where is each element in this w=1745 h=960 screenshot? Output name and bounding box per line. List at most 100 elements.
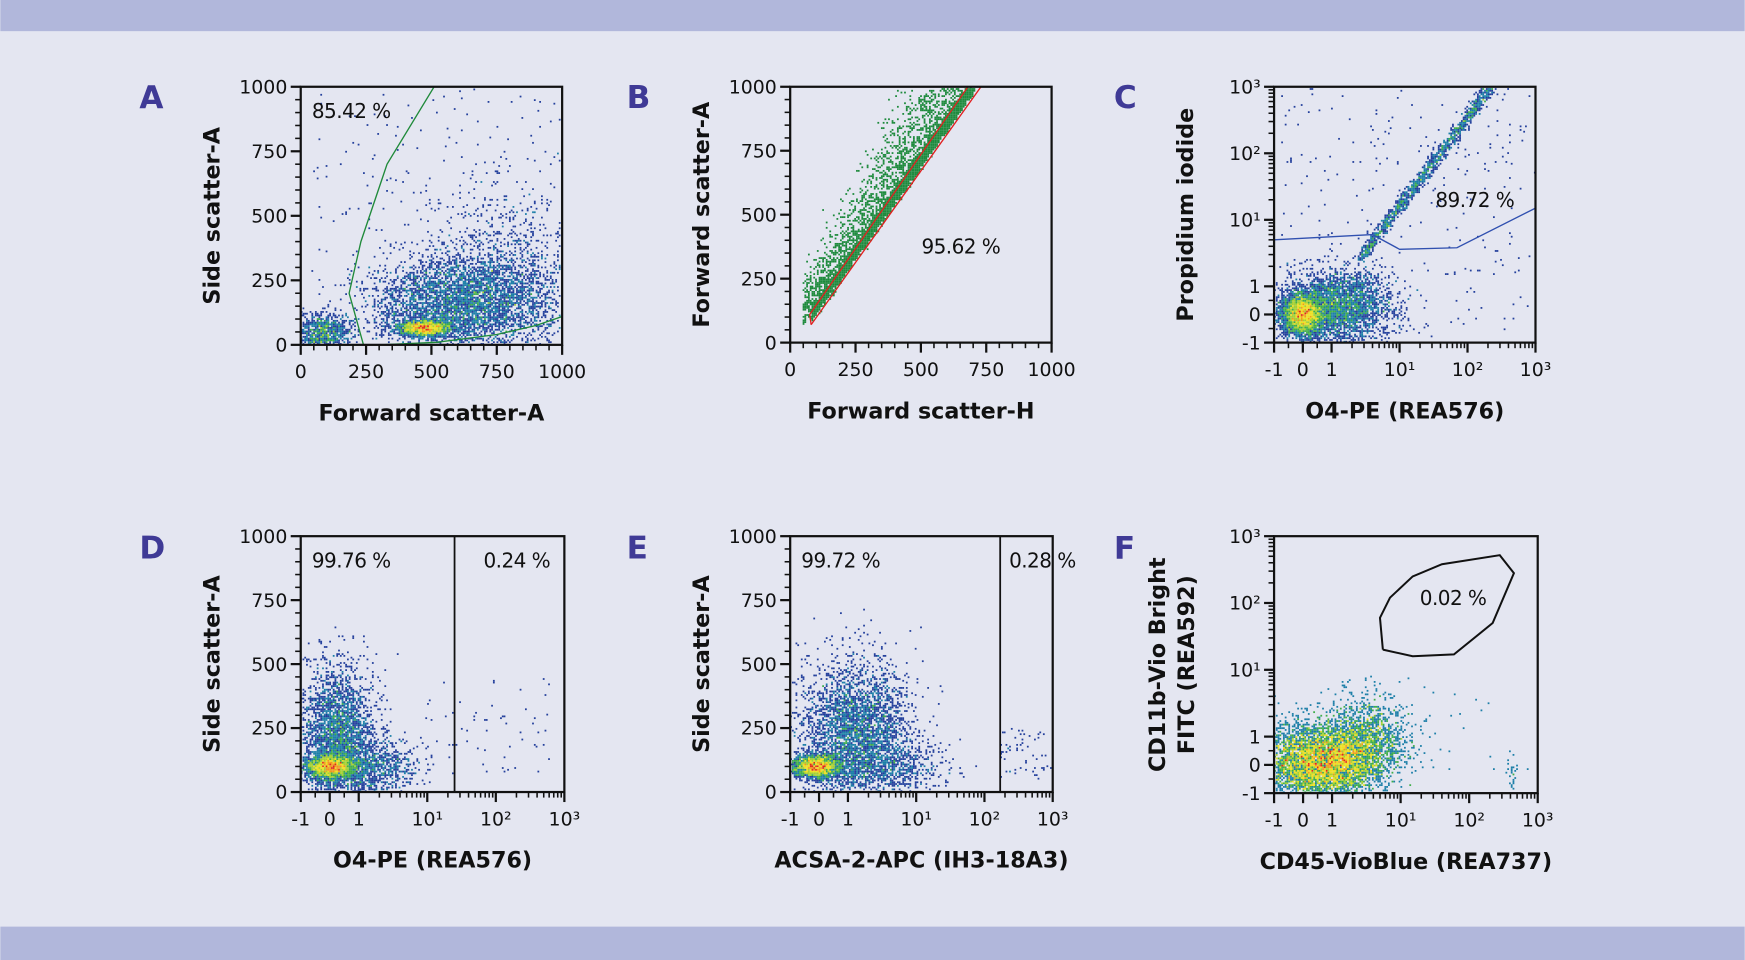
event-bin <box>389 293 392 296</box>
event-bin <box>457 309 460 312</box>
event-bin <box>868 230 871 233</box>
event-bin <box>455 296 458 299</box>
event-bin <box>473 213 476 215</box>
event-bin <box>494 291 497 294</box>
event-bin <box>553 293 556 296</box>
event-bin <box>402 287 404 290</box>
event-bin <box>368 218 371 221</box>
event-bin <box>441 319 444 322</box>
event-bin <box>528 300 531 303</box>
event-bin <box>462 296 465 299</box>
event-bin <box>439 261 442 263</box>
event-bin <box>539 289 542 292</box>
event-bin <box>405 314 408 317</box>
event-bin <box>380 298 383 301</box>
event-bin <box>811 307 814 309</box>
event-bin <box>469 291 472 294</box>
event-bin <box>387 293 390 296</box>
event-bin <box>453 337 456 340</box>
event-bin <box>936 132 938 135</box>
event-bin <box>866 166 869 169</box>
event-bin <box>498 165 501 167</box>
event-bin <box>880 148 883 151</box>
event-bin <box>363 296 365 299</box>
event-bin <box>841 260 844 263</box>
event-bin <box>375 337 378 340</box>
event-bin <box>889 185 892 188</box>
event-bin <box>459 90 461 93</box>
event-bin <box>945 120 947 122</box>
event-bin <box>927 145 930 147</box>
event-bin <box>510 286 513 288</box>
event-bin <box>544 309 547 312</box>
event-bin <box>816 299 819 302</box>
event-bin <box>962 104 965 106</box>
event-bin <box>523 286 525 288</box>
event-bin <box>475 327 477 329</box>
event-bin <box>400 328 403 331</box>
event-bin <box>339 318 342 320</box>
event-bin <box>425 305 428 308</box>
event-bin <box>962 105 965 108</box>
event-bin <box>537 305 540 308</box>
event-bin <box>813 305 816 308</box>
event-bin <box>455 280 458 283</box>
event-bin <box>964 95 967 98</box>
event-bin <box>934 104 937 106</box>
event-bin <box>471 173 474 176</box>
event-bin <box>961 100 963 103</box>
event-bin <box>366 184 369 187</box>
event-bin <box>373 319 376 322</box>
event-bin <box>553 186 556 189</box>
event-bin <box>856 219 858 222</box>
event-bin <box>952 95 954 98</box>
event-bin <box>500 264 502 267</box>
event-bin <box>446 250 449 253</box>
event-bin <box>514 321 517 324</box>
event-bin <box>352 141 355 144</box>
event-bin <box>437 239 440 242</box>
event-bin <box>498 302 501 304</box>
event-bin <box>437 266 440 269</box>
event-bin <box>375 286 378 288</box>
event-bin <box>402 325 404 328</box>
event-bin <box>923 157 926 160</box>
event-bin <box>845 242 848 245</box>
event-bin <box>484 330 486 333</box>
event-bin <box>519 319 522 322</box>
event-bin <box>512 271 515 274</box>
event-bin <box>421 298 424 301</box>
event-bin <box>323 325 326 328</box>
event-bin <box>311 270 314 272</box>
event-bin <box>863 237 865 240</box>
event-bin <box>462 273 465 276</box>
event-bin <box>864 235 867 238</box>
event-bin <box>863 246 865 249</box>
event-bin <box>459 275 461 278</box>
event-bin <box>818 280 821 283</box>
event-bin <box>466 298 469 301</box>
event-bin <box>498 262 501 265</box>
event-bin <box>469 280 472 283</box>
event-bin <box>452 259 454 262</box>
event-bin <box>912 159 915 162</box>
event-bin <box>341 321 344 324</box>
event-bin <box>551 316 554 319</box>
event-bin <box>405 321 408 324</box>
event-bin <box>861 242 864 245</box>
event-bin <box>368 202 371 205</box>
event-bin <box>478 232 481 235</box>
event-bin <box>896 194 899 197</box>
event-bin <box>350 325 353 328</box>
event-bin <box>526 316 529 319</box>
event-bin <box>856 255 858 258</box>
event-bin <box>322 321 324 324</box>
event-bin <box>473 291 476 294</box>
event-bin <box>405 286 408 288</box>
event-bin <box>391 284 394 287</box>
event-bin <box>936 127 938 130</box>
event-bin <box>539 273 542 276</box>
event-bin <box>430 284 433 287</box>
event-bin <box>514 286 517 288</box>
event-bin <box>446 268 449 271</box>
